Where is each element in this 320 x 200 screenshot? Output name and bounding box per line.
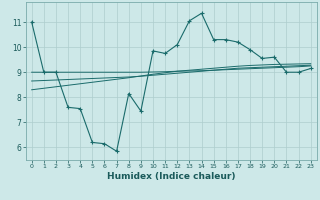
X-axis label: Humidex (Indice chaleur): Humidex (Indice chaleur) (107, 172, 236, 181)
